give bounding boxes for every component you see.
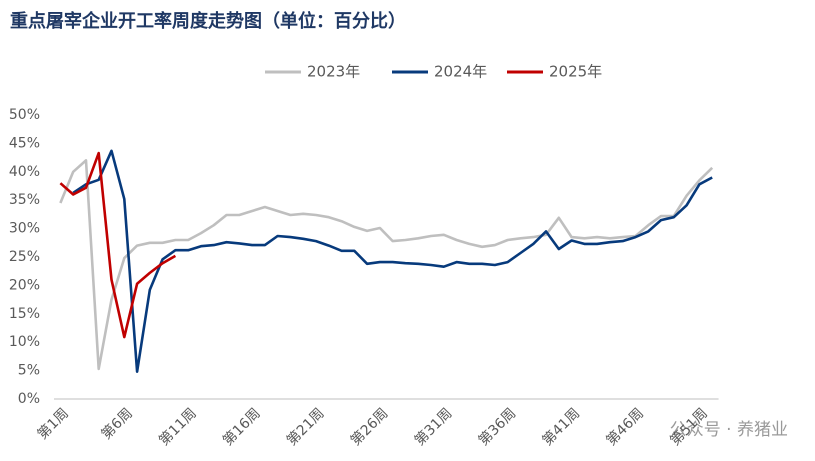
y-tick-label: 50% bbox=[9, 107, 40, 123]
y-tick-label: 45% bbox=[9, 135, 40, 151]
legend-label: 2024年 bbox=[434, 63, 487, 81]
y-tick-label: 0% bbox=[18, 391, 40, 407]
watermark: 公众号 · 养猪业 bbox=[670, 420, 788, 440]
x-tick-label: 第11周 bbox=[155, 405, 199, 449]
x-tick-label: 第41周 bbox=[539, 405, 583, 449]
x-tick-label: 第21周 bbox=[283, 405, 327, 449]
y-tick-label: 30% bbox=[9, 221, 40, 237]
series-line bbox=[59, 151, 177, 339]
y-tick-label: 35% bbox=[9, 192, 40, 208]
x-tick-label: 第26周 bbox=[347, 405, 391, 449]
y-tick-label: 15% bbox=[9, 306, 40, 322]
series-line bbox=[59, 159, 714, 371]
y-tick-label: 40% bbox=[9, 164, 40, 180]
y-tick-label: 20% bbox=[9, 277, 40, 293]
legend-label: 2025年 bbox=[549, 63, 602, 81]
series-line bbox=[72, 149, 713, 373]
y-tick-label: 5% bbox=[18, 363, 40, 379]
x-tick-label: 第6周 bbox=[98, 405, 136, 443]
x-tick-label: 第36周 bbox=[475, 405, 519, 449]
chart-title: 重点屠宰企业开工率周度走势图（单位：百分比） bbox=[10, 10, 406, 32]
x-tick-label: 第46周 bbox=[603, 405, 647, 449]
x-tick-label: 第1周 bbox=[34, 405, 72, 443]
legend-label: 2023年 bbox=[307, 63, 360, 81]
x-tick-label: 第16周 bbox=[219, 405, 263, 449]
y-tick-label: 25% bbox=[9, 249, 40, 265]
y-tick-label: 10% bbox=[9, 334, 40, 350]
x-tick-label: 第31周 bbox=[411, 405, 455, 449]
